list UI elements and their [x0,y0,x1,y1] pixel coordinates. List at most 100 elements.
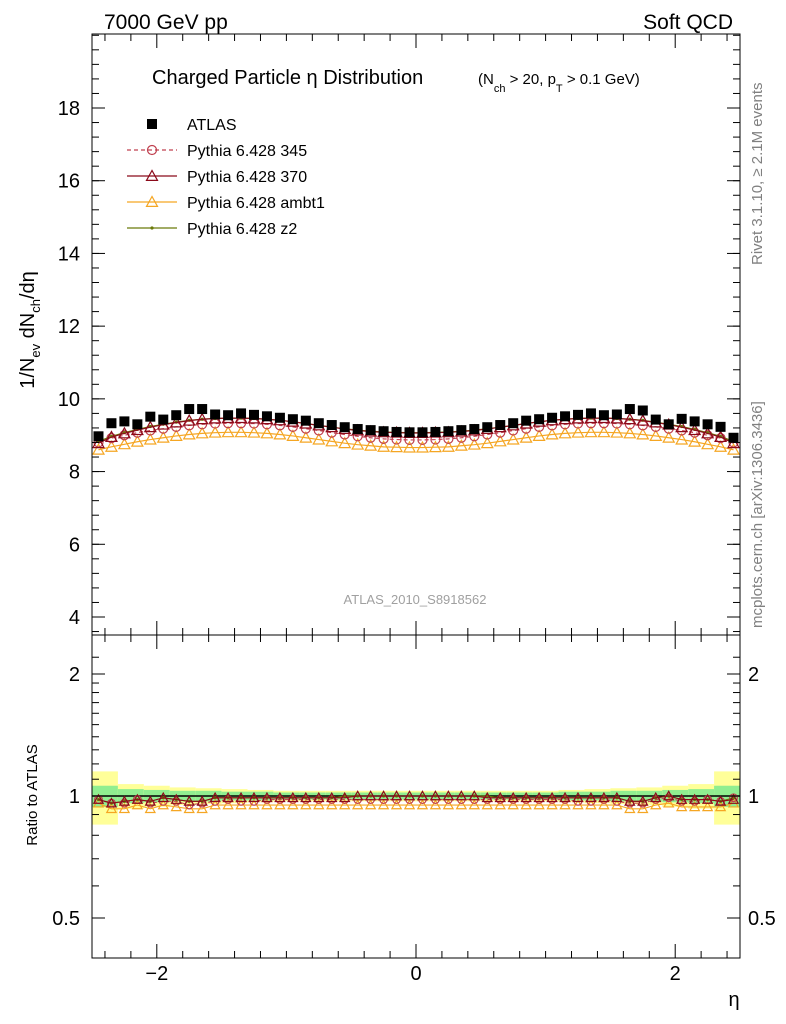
ratio-point-pythia-6-428-370 [468,790,481,801]
ratio-point-pythia-6-428-370 [170,793,182,804]
ratio-point-pythia-6-428-370 [326,791,338,803]
ratio-point-pythia-6-428-370 [546,791,558,803]
ratio-point-pythia-6-428-ambt1 [533,799,545,810]
ratio-point-pythia-6-428-ambt1 [403,799,416,810]
data-point-atlas [119,416,130,427]
ratio-point-pythia-6-428-ambt1 [675,800,688,812]
main-ylabel: 1/Nev dNch/dη [17,271,43,389]
ratio-point-pythia-6-428-370 [196,795,208,806]
data-point-pythia-6-428-370 [714,430,728,443]
data-point-pythia-6-428-ambt1 [454,439,468,451]
ratio-point-pythia-6-428-370 [494,791,506,803]
ratio-point-pythia-6-428-370 [688,793,701,804]
data-point-pythia-6-428-370 [104,430,118,443]
ratio-point-pythia-6-428-ambt1 [481,799,493,810]
legend-label: ATLAS [187,117,237,134]
data-point-pythia-6-428-ambt1 [169,429,183,441]
ratio-point-pythia-6-428-370 [339,791,351,803]
data-point-pythia-6-428-ambt1 [208,425,222,438]
data-point-atlas [184,404,195,415]
data-point-atlas [261,411,272,422]
data-point-atlas [236,408,247,419]
ratio-point-pythia-6-428-370 [650,791,662,803]
data-point-pythia-6-428-370 [701,426,715,439]
data-point-atlas [585,408,596,419]
ratio-point-pythia-6-428-ambt1 [313,799,325,810]
data-point-atlas [637,405,648,416]
ratio-series-pythia-6-428-370 [92,790,740,808]
data-point-pythia-6-428-ambt1 [104,440,118,452]
series-atlas [93,404,739,443]
data-point-pythia-6-428-ambt1 [130,435,144,447]
ratio-point-pythia-6-428-370 [624,795,636,806]
data-point-atlas [197,404,208,415]
legend-marker [145,169,159,181]
chart-title-sub: (Nch > 20, pT > 0.1 GeV) [478,71,640,95]
ratio-series-pythia-6-428-ambt1 [92,797,740,814]
ratio-point-pythia-6-428-ambt1 [546,799,558,810]
legend-item-pythia-6-428-z2: Pythia 6.428 z2 [127,221,297,238]
data-point-atlas [313,418,324,429]
data-point-pythia-6-428-ambt1 [649,429,663,441]
series-line-pythia-6-428-370 [98,417,734,444]
analysis-label: ATLAS_2010_S8918562 [344,592,487,607]
ratio-point-pythia-6-428-370 [416,790,429,801]
ratio-point-pythia-6-428-370 [287,791,299,803]
ratio-point-pythia-6-428-370 [390,790,403,801]
legend-label: Pythia 6.428 370 [187,169,307,186]
data-point-pythia-6-428-ambt1 [260,426,274,439]
ratio-ytick-label: 1 [69,786,80,808]
ratio-point-pythia-6-428-ambt1 [339,799,351,810]
ratio-point-pythia-6-428-ambt1 [390,799,403,810]
ratio-point-pythia-6-428-370 [572,791,584,803]
legend: ATLAS Pythia 6.428 345 Pythia 6.428 370 Pyt… [127,117,325,238]
process-label: Soft QCD [643,11,733,34]
ratio-point-pythia-6-428-370 [222,791,234,803]
ratio-ytick-label-right: 0.5 [748,908,776,930]
data-point-pythia-6-428-ambt1 [623,426,637,439]
data-point-atlas [145,411,156,422]
ratio-point-pythia-6-428-370 [481,791,493,803]
ratio-point-pythia-6-428-ambt1 [300,799,312,810]
chart-title-main: Charged Particle η Distribution [152,67,423,89]
ratio-point-pythia-6-428-ambt1 [663,797,675,808]
data-point-atlas [728,432,739,443]
data-point-pythia-6-428-370 [636,413,650,426]
data-point-pythia-6-428-ambt1 [467,437,481,450]
ratio-point-pythia-6-428-370 [637,795,649,806]
series-line-pythia-6-428-ambt1 [98,431,734,451]
data-point-atlas [326,420,337,431]
ratio-ytick-label-right: 1 [748,786,759,808]
ratio-point-pythia-6-428-ambt1 [714,800,727,812]
data-point-atlas [547,412,558,423]
ratio-point-pythia-6-428-370 [585,791,597,803]
data-point-atlas [430,426,441,437]
data-point-pythia-6-428-ambt1 [273,427,287,440]
data-point-pythia-6-428-ambt1 [558,426,572,439]
legend-label: Pythia 6.428 z2 [187,221,297,238]
data-point-pythia-6-428-ambt1 [312,432,326,445]
data-point-atlas [508,418,519,429]
ratio-point-pythia-6-428-ambt1 [287,799,299,810]
ratio-ytick-label: 2 [69,664,80,686]
ratio-point-pythia-6-428-ambt1 [170,800,182,812]
ratio-point-pythia-6-428-ambt1 [118,802,131,814]
ratio-point-pythia-6-428-370 [611,791,623,803]
ratio-ytick-label: 0.5 [52,908,80,930]
data-point-pythia-6-428-ambt1 [480,436,494,449]
ratio-panel: 0.5 0.5 1 1 2 2 −2 0 2 Ratio to ATLAS η [24,634,776,1011]
x-axis-label: η [728,989,739,1011]
legend-marker [146,144,158,156]
data-point-atlas [339,422,350,433]
data-point-atlas [495,420,506,431]
data-point-pythia-6-428-370 [143,420,157,433]
ratio-point-pythia-6-428-370 [105,797,118,808]
data-point-atlas [171,410,182,421]
ratio-ylabel: Ratio to ATLAS [24,744,41,845]
ratio-point-pythia-6-428-370 [92,793,105,804]
ratio-point-pythia-6-428-370 [144,795,157,806]
data-point-pythia-6-428-370 [675,420,689,433]
data-point-pythia-6-428-ambt1 [156,431,170,443]
ratio-point-pythia-6-428-ambt1 [494,799,506,810]
data-point-atlas [663,419,674,430]
